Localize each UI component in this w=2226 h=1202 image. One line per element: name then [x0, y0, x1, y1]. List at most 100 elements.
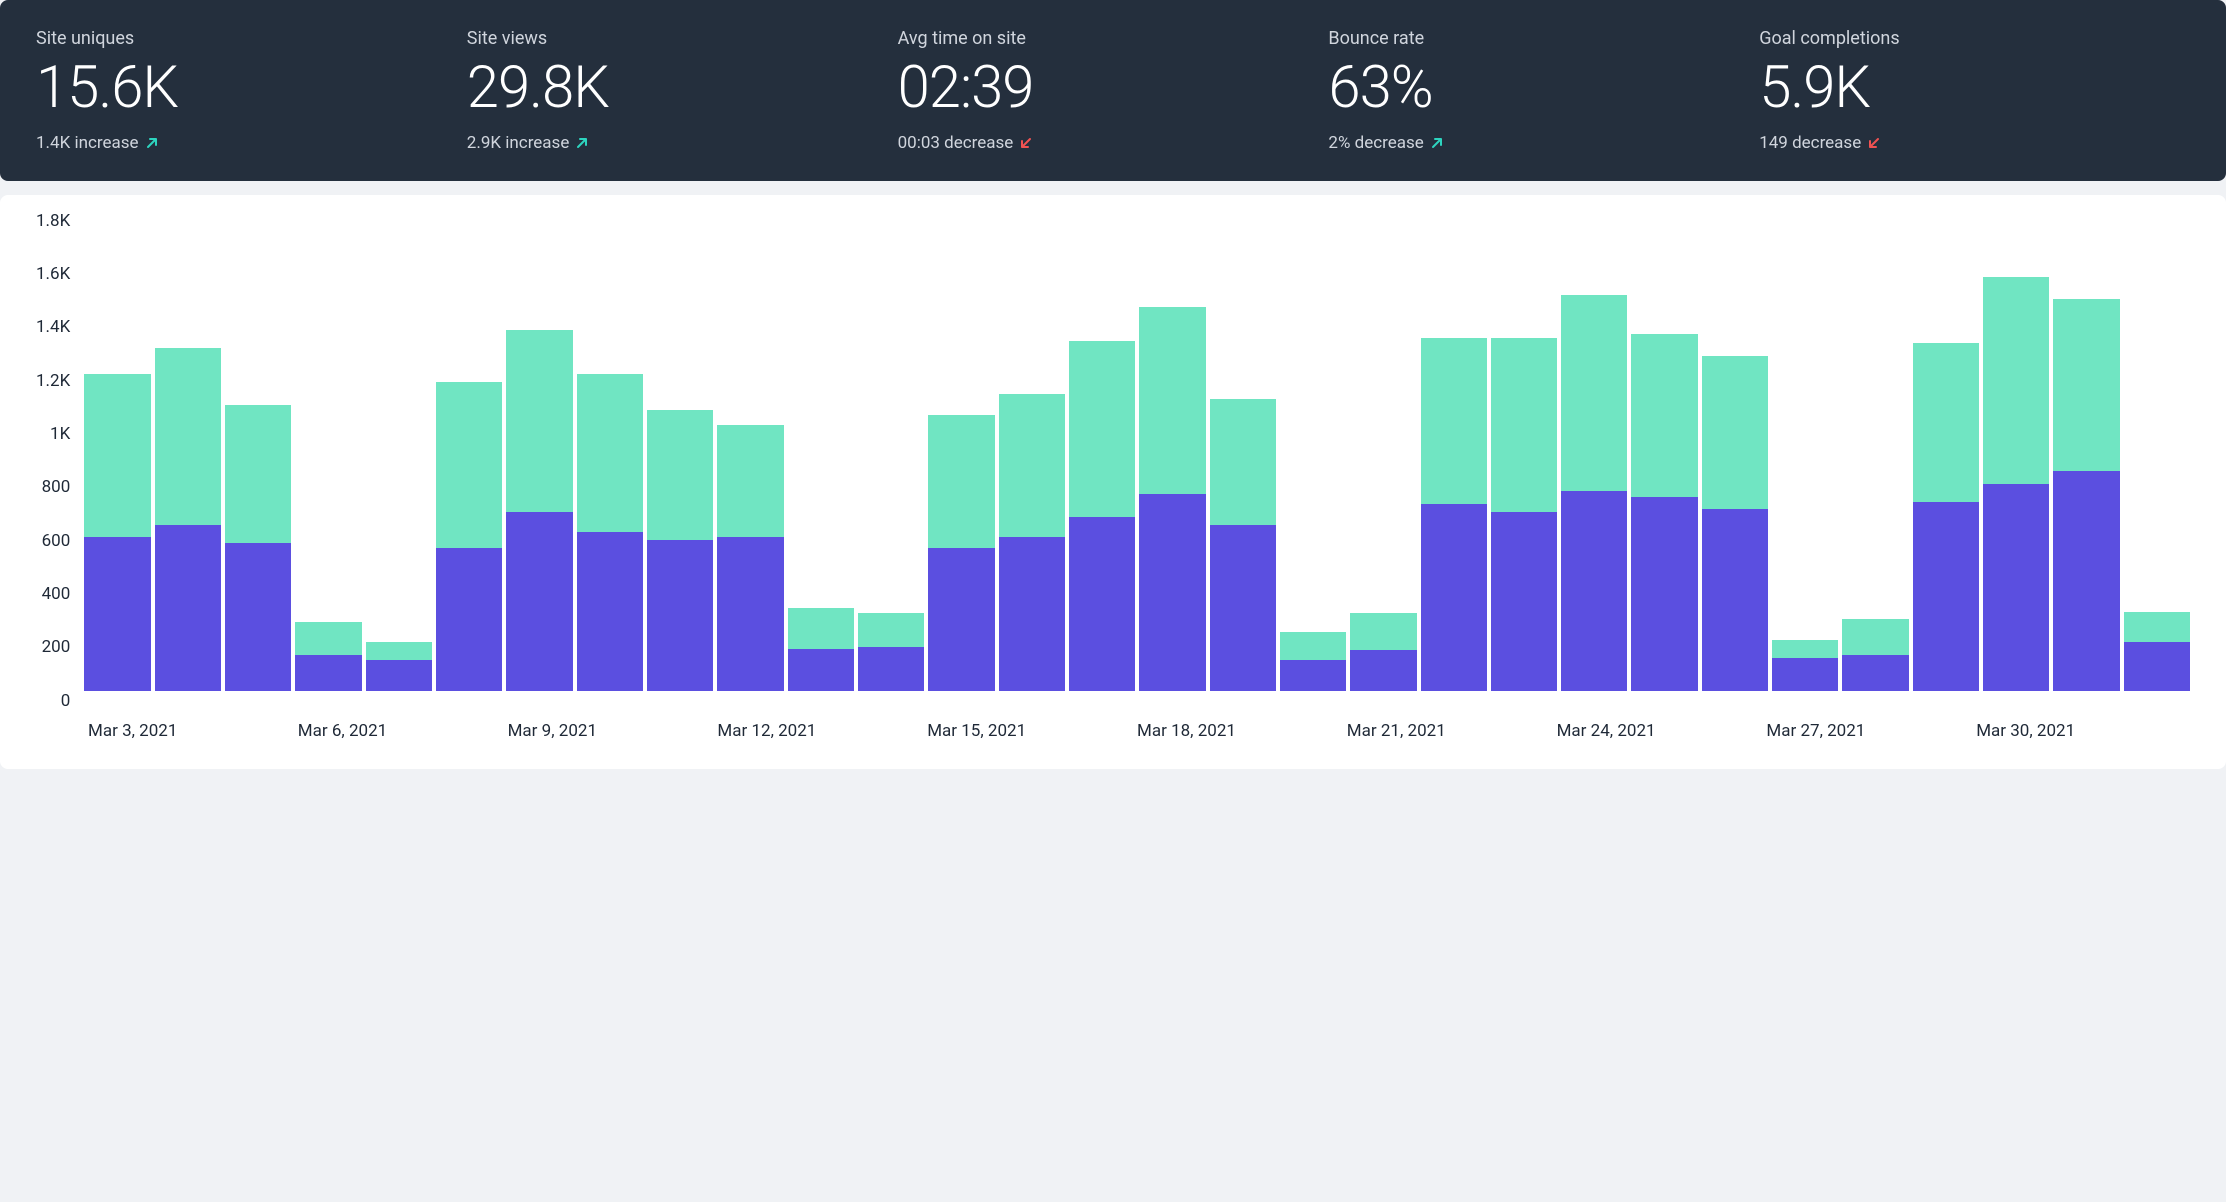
bar-segment-primary: [858, 647, 924, 690]
bar-segment-primary: [1702, 509, 1768, 690]
analytics-dashboard: Site uniques 15.6K 1.4K increase Site views…: [0, 0, 2226, 769]
bar-segment-secondary: [1561, 295, 1627, 492]
x-axis-tick: Mar 21, 2021: [1347, 721, 1446, 741]
metric-card: Avg time on site02:3900:03 decrease: [898, 28, 1329, 153]
bar-segment-primary: [1772, 658, 1838, 691]
metric-card: Bounce rate 63% 2% decrease: [1328, 28, 1759, 153]
bar-segment-secondary: [436, 382, 502, 548]
metric-card: Goal completions5.9K149 decrease: [1759, 28, 2190, 153]
bars-container: [84, 231, 2190, 691]
bar-segment-primary: [1421, 504, 1487, 691]
bar-column[interactable]: [1350, 231, 1416, 691]
bar-column[interactable]: [506, 231, 572, 691]
bar-column[interactable]: [999, 231, 1065, 691]
bar-column[interactable]: [717, 231, 783, 691]
metric-label: Site views: [467, 28, 898, 49]
x-axis-tick: Mar 18, 2021: [1137, 721, 1236, 741]
bar-column[interactable]: [647, 231, 713, 691]
bar-column[interactable]: [1280, 231, 1346, 691]
bar-column[interactable]: [1561, 231, 1627, 691]
bar-column[interactable]: [84, 231, 150, 691]
bar-column[interactable]: [1983, 231, 2049, 691]
metric-value: 15.6K: [36, 57, 467, 121]
bar-column[interactable]: [2124, 231, 2190, 691]
bar-column[interactable]: [1631, 231, 1697, 691]
bar-column[interactable]: [1491, 231, 1557, 691]
chart-wrap: 1.8K1.6K1.4K1.2K1K8006004002000 Mar 3, 2…: [36, 231, 2190, 745]
bar-column[interactable]: [1702, 231, 1768, 691]
chart-card: 1.8K1.6K1.4K1.2K1K8006004002000 Mar 3, 2…: [0, 195, 2226, 769]
metric-value: 63%: [1328, 57, 1759, 121]
bar-segment-primary: [1069, 517, 1135, 691]
bar-segment-primary: [225, 543, 291, 691]
bar-segment-secondary: [1772, 640, 1838, 658]
bar-segment-secondary: [2053, 299, 2119, 472]
bar-column[interactable]: [436, 231, 502, 691]
bar-column[interactable]: [295, 231, 361, 691]
bar-segment-primary: [2053, 471, 2119, 691]
bar-segment-secondary: [999, 394, 1065, 537]
bar-segment-primary: [1350, 650, 1416, 691]
bar-column[interactable]: [225, 231, 291, 691]
metric-delta-text: 149 decrease: [1759, 133, 1861, 153]
bar-column[interactable]: [928, 231, 994, 691]
x-axis-tick: Mar 24, 2021: [1557, 721, 1656, 741]
bar-segment-primary: [1913, 502, 1979, 691]
bar-segment-primary: [155, 525, 221, 691]
x-axis-tick: Mar 12, 2021: [717, 721, 816, 741]
metric-delta: 2% decrease: [1328, 133, 1759, 153]
bar-column[interactable]: [366, 231, 432, 691]
x-axis-tick: Mar 9, 2021: [508, 721, 597, 741]
arrow-up-right-icon: [145, 136, 159, 150]
bar-column[interactable]: [1421, 231, 1487, 691]
metric-delta: 00:03 decrease: [898, 133, 1329, 153]
bar-column[interactable]: [1139, 231, 1205, 691]
bar-segment-secondary: [788, 608, 854, 649]
bar-segment-secondary: [1631, 334, 1697, 496]
metric-delta: 1.4K increase: [36, 133, 467, 153]
bar-segment-primary: [1983, 484, 2049, 691]
bar-segment-secondary: [295, 622, 361, 655]
metric-label: Goal completions: [1759, 28, 2190, 49]
bar-segment-primary: [506, 512, 572, 691]
metric-delta-text: 00:03 decrease: [898, 133, 1014, 153]
metric-value: 02:39: [898, 57, 1329, 121]
bar-column[interactable]: [1069, 231, 1135, 691]
metric-label: Site uniques: [36, 28, 467, 49]
bar-segment-secondary: [1350, 613, 1416, 650]
bar-segment-secondary: [717, 425, 783, 537]
metric-value: 29.8K: [467, 57, 898, 121]
bar-segment-secondary: [1913, 343, 1979, 501]
bar-segment-secondary: [1983, 277, 2049, 484]
bar-segment-secondary: [155, 348, 221, 524]
arrow-up-right-icon: [575, 136, 589, 150]
bar-column[interactable]: [1772, 231, 1838, 691]
metrics-bar: Site uniques 15.6K 1.4K increase Site views…: [0, 0, 2226, 181]
bar-column[interactable]: [858, 231, 924, 691]
bar-segment-primary: [1280, 660, 1346, 691]
bar-segment-secondary: [1280, 632, 1346, 660]
bar-segment-secondary: [1210, 399, 1276, 524]
y-axis: 1.8K1.6K1.4K1.2K1K8006004002000: [36, 221, 84, 701]
bar-column[interactable]: [155, 231, 221, 691]
bar-segment-secondary: [1491, 338, 1557, 512]
x-axis-tick: Mar 3, 2021: [88, 721, 177, 741]
bar-segment-primary: [2124, 642, 2190, 691]
bar-column[interactable]: [1913, 231, 1979, 691]
bar-segment-primary: [1139, 494, 1205, 691]
bar-column[interactable]: [788, 231, 854, 691]
x-axis-tick: Mar 30, 2021: [1976, 721, 2075, 741]
metric-delta: 2.9K increase: [467, 133, 898, 153]
bar-column[interactable]: [1210, 231, 1276, 691]
bar-segment-secondary: [858, 613, 924, 648]
metric-label: Bounce rate: [1328, 28, 1759, 49]
metric-delta-text: 2.9K increase: [467, 133, 570, 153]
bar-segment-primary: [295, 655, 361, 691]
bar-segment-secondary: [1421, 338, 1487, 504]
bar-column[interactable]: [1842, 231, 1908, 691]
x-axis: Mar 3, 2021Mar 6, 2021Mar 9, 2021Mar 12,…: [92, 721, 2190, 745]
bar-column[interactable]: [577, 231, 643, 691]
bar-column[interactable]: [2053, 231, 2119, 691]
bar-segment-secondary: [647, 410, 713, 540]
bar-segment-secondary: [1702, 356, 1768, 509]
